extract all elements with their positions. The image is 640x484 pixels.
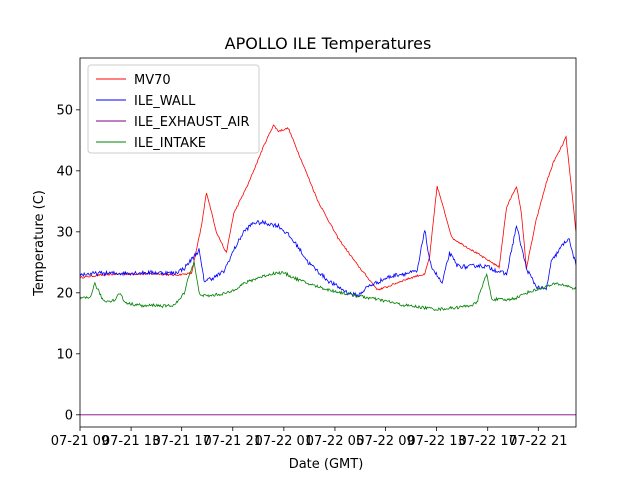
series-line-mv70 xyxy=(80,124,576,291)
y-axis-label: Temperature (C) xyxy=(32,190,47,297)
legend-label: MV70 xyxy=(134,73,171,88)
legend-label: ILE_WALL xyxy=(134,94,196,109)
series-line-ile-wall xyxy=(80,219,576,298)
x-axis-label: Date (GMT) xyxy=(289,457,364,472)
y-tick-label: 20 xyxy=(56,286,73,301)
x-tick-label: 07-22 21 xyxy=(509,434,567,449)
x-tick-label: 07-22 09 xyxy=(356,434,414,449)
y-tick-label: 40 xyxy=(56,164,73,179)
x-tick-label: 07-21 17 xyxy=(152,434,210,449)
legend-label: ILE_INTAKE xyxy=(134,136,206,151)
y-tick-label: 0 xyxy=(65,408,73,423)
x-tick-label: 07-22 13 xyxy=(407,434,465,449)
x-tick-label: 07-22 05 xyxy=(306,434,364,449)
x-tick-label: 07-22 01 xyxy=(255,434,313,449)
x-tick-label: 07-21 21 xyxy=(204,434,262,449)
series-line-ile-intake xyxy=(80,261,576,312)
x-tick-label: 07-22 17 xyxy=(458,434,516,449)
chart-title: APOLLO ILE Temperatures xyxy=(225,34,432,53)
legend: MV70 ILE_WALL ILE_EXHAUST_AIR ILE_INTAKE xyxy=(87,64,260,154)
y-tick-label: 10 xyxy=(56,347,73,362)
axes-frame xyxy=(79,57,577,428)
x-tick-label: 07-21 13 xyxy=(102,434,160,449)
legend-box xyxy=(87,64,260,154)
x-tick-label: 07-21 09 xyxy=(51,434,109,449)
y-tick-label: 30 xyxy=(56,225,73,240)
y-tick-label: 50 xyxy=(56,103,73,118)
legend-label: ILE_EXHAUST_AIR xyxy=(134,115,250,130)
